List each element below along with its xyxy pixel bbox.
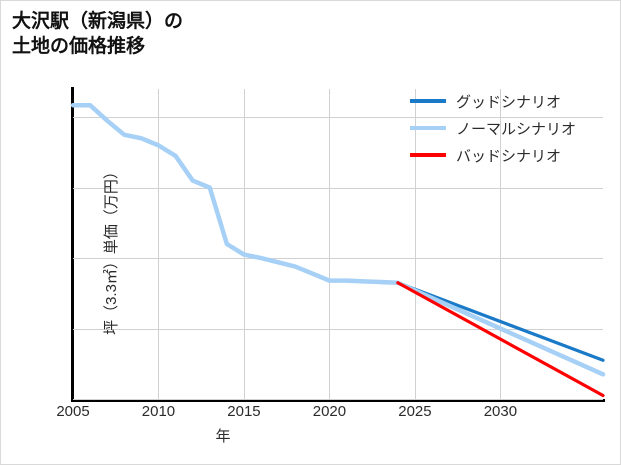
gridline-horizontal (73, 328, 603, 330)
gridline-vertical (414, 89, 416, 399)
x-tick-label: 2010 (141, 403, 176, 420)
legend-swatch-bad (410, 153, 446, 157)
legend-item-bad[interactable]: バッドシナリオ (410, 147, 576, 165)
y-axis-spine (71, 87, 74, 401)
gridline-horizontal (73, 187, 603, 189)
gridline-horizontal (73, 117, 603, 119)
legend-swatch-good (410, 99, 446, 103)
gridline-vertical (329, 89, 331, 399)
x-tick-label: 2015 (227, 403, 261, 420)
chart-lines (70, 102, 606, 398)
x-tick-label: 2005 (56, 403, 90, 420)
gridline-vertical (500, 89, 502, 399)
gridline-vertical (158, 89, 160, 399)
x-axis-label: 年 (215, 428, 231, 445)
x-tick-label: 2020 (312, 403, 347, 420)
x-tick-label: 2025 (398, 403, 432, 420)
x-axis-spine (71, 399, 605, 402)
gridline-vertical (243, 89, 245, 399)
legend-label-bad: バッドシナリオ (456, 147, 562, 165)
series-line-normal (395, 280, 606, 377)
x-tick-label: 2030 (483, 403, 518, 420)
legend-label-good: グッドシナリオ (456, 93, 562, 111)
legend-swatch-normal (410, 126, 446, 130)
gridline-horizontal (73, 399, 603, 400)
y-axis-label: 坪（3.3㎡）単価（万円） (102, 164, 120, 335)
gridline-horizontal (73, 258, 603, 260)
legend-item-normal[interactable]: ノーマルシナリオ (410, 120, 577, 138)
page-title: 大沢駅（新潟県）の 土地の価格推移 (12, 11, 184, 58)
chart-legend: グッドシナリオ ノーマルシナリオ バッドシナリオ (410, 93, 577, 165)
series-line-bad (396, 281, 605, 398)
legend-label-normal: ノーマルシナリオ (456, 120, 577, 138)
series-line-historical (70, 102, 401, 285)
legend-item-good[interactable]: グッドシナリオ (410, 93, 576, 111)
